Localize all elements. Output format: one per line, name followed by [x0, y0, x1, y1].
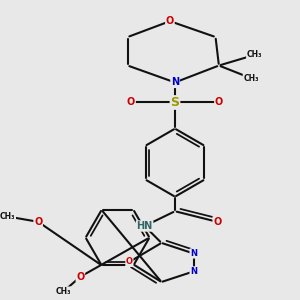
Text: O: O: [76, 272, 85, 282]
Text: N: N: [190, 249, 197, 258]
Text: O: O: [126, 257, 133, 266]
Text: CH₃: CH₃: [247, 50, 262, 59]
Text: CH₃: CH₃: [0, 212, 16, 221]
Text: O: O: [213, 217, 221, 227]
Text: O: O: [215, 98, 223, 107]
Text: CH₃: CH₃: [243, 74, 259, 83]
Text: HN: HN: [136, 221, 153, 231]
Text: S: S: [170, 96, 179, 109]
Text: O: O: [127, 98, 135, 107]
Text: N: N: [171, 77, 179, 87]
Text: O: O: [166, 16, 174, 26]
Text: N: N: [190, 267, 197, 276]
Text: CH₃: CH₃: [56, 287, 71, 296]
Text: O: O: [34, 217, 42, 227]
